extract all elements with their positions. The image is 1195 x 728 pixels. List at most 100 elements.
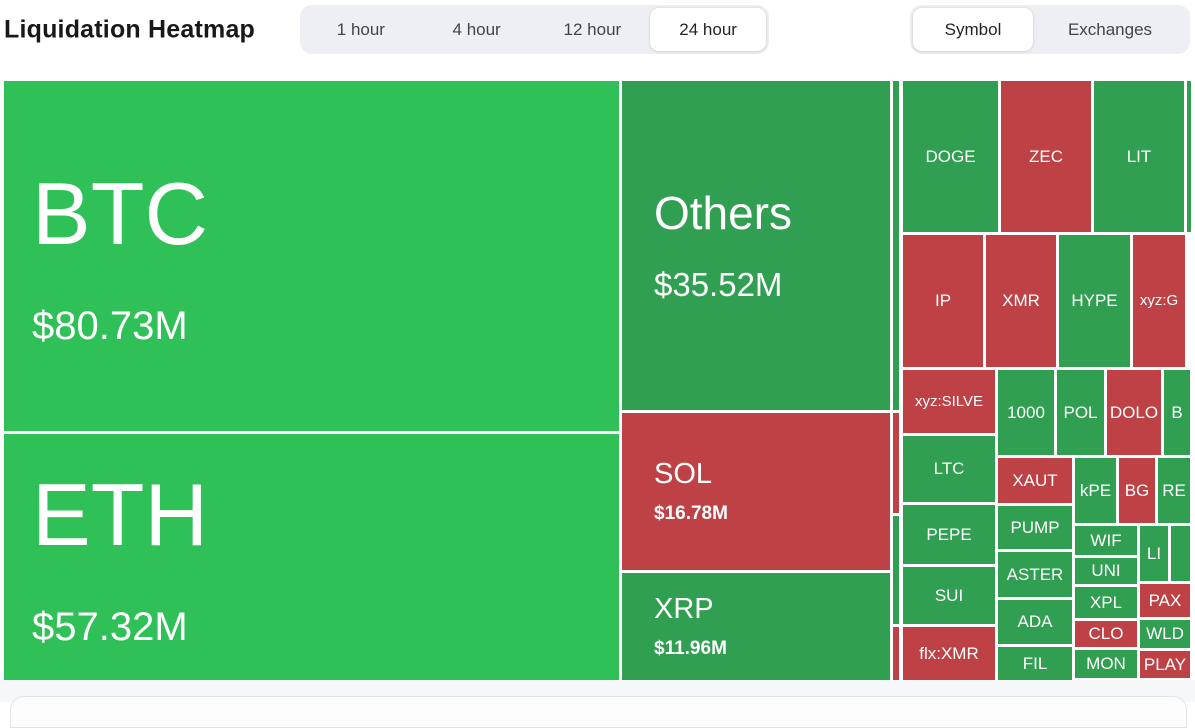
- liquidation-treemap: BTC $80.73M ETH $57.32M Others $35.52M SOL $16.…: [4, 81, 1191, 680]
- tab-24-hour[interactable]: 24 hour: [650, 8, 766, 51]
- treemap-tile-wld[interactable]: WLD: [1140, 620, 1190, 648]
- treemap-tile-fil[interactable]: FIL: [998, 647, 1072, 680]
- page-title: Liquidation Heatmap: [4, 15, 256, 44]
- treemap-tile-re[interactable]: RE: [1158, 458, 1190, 523]
- treemap-tile-play[interactable]: PLAY: [1140, 651, 1190, 678]
- tile-liquidation-value: $57.32M: [32, 604, 188, 649]
- tile-symbol-label: Others: [654, 187, 793, 240]
- tile-symbol-label: LI: [1146, 543, 1162, 563]
- treemap-tile-ltc[interactable]: LTC: [903, 436, 995, 502]
- tile-symbol-label: PEPE: [926, 524, 972, 544]
- tile-symbol-label: WIF: [1090, 530, 1122, 550]
- treemap-tile-unlabeled[interactable]: [1187, 81, 1191, 232]
- time-range-tab-group: 1 hour 4 hour 12 hour 24 hour: [300, 5, 769, 54]
- tile-symbol-label: ADA: [1017, 612, 1053, 632]
- tile-symbol-label: PLAY: [1143, 654, 1187, 674]
- treemap-tile-eth[interactable]: ETH $57.32M: [4, 434, 619, 680]
- tile-symbol-label: RE: [1162, 480, 1186, 500]
- treemap-tile-aster[interactable]: ASTER: [998, 552, 1072, 597]
- tile-symbol-label: PAX: [1148, 590, 1182, 610]
- treemap-tile-xpl[interactable]: XPL: [1075, 587, 1137, 618]
- top-bar: Liquidation Heatmap 1 hour 4 hour 12 hour 2…: [0, 0, 1195, 60]
- tile-symbol-label: ZEC: [1029, 146, 1063, 166]
- treemap-tile-pepe[interactable]: PEPE: [903, 505, 995, 564]
- tile-symbol-label: UNI: [1091, 561, 1121, 581]
- treemap-tile-uni[interactable]: UNI: [1075, 558, 1137, 584]
- treemap-tile-unlabeled[interactable]: [893, 516, 899, 624]
- treemap-tile-ip[interactable]: IP: [903, 235, 983, 367]
- treemap-tile-unlabeled[interactable]: [893, 81, 899, 410]
- treemap-tile-kpe[interactable]: kPE: [1075, 458, 1116, 523]
- treemap-tile-pol[interactable]: POL: [1057, 370, 1104, 455]
- treemap-tile-xyz-g[interactable]: xyz:G: [1133, 235, 1185, 367]
- treemap-tile-unlabeled[interactable]: [1171, 526, 1190, 581]
- tile-symbol-label: PUMP: [1010, 517, 1060, 537]
- treemap-tile-1000[interactable]: 1000: [998, 370, 1054, 455]
- tile-symbol-label: xyz:SILVE: [914, 392, 984, 410]
- treemap-tile-mon[interactable]: MON: [1075, 650, 1137, 678]
- tile-symbol-label: LIT: [1126, 146, 1152, 166]
- tile-symbol-label: ETH: [32, 465, 208, 565]
- tile-symbol-label: POL: [1063, 402, 1098, 422]
- tile-symbol-label: LTC: [933, 459, 965, 479]
- tile-symbol-label: DOLO: [1109, 402, 1159, 422]
- treemap-tile-b[interactable]: B: [1164, 370, 1190, 455]
- tile-symbol-label: WLD: [1146, 624, 1184, 644]
- tile-liquidation-value: $11.96M: [654, 638, 727, 660]
- tile-symbol-label: XMR: [1002, 291, 1040, 311]
- treemap-tile-flx-xmr[interactable]: flx:XMR: [903, 627, 995, 680]
- tab-12-hour[interactable]: 12 hour: [563, 19, 622, 39]
- tile-symbol-label: IP: [934, 291, 952, 311]
- treemap-tile-sui[interactable]: SUI: [903, 567, 995, 624]
- treemap-tile-wif[interactable]: WIF: [1075, 526, 1137, 555]
- tile-symbol-label: flx:XMR: [919, 643, 979, 663]
- tile-symbol-label: SOL: [654, 457, 713, 490]
- tile-symbol-label: MON: [1086, 654, 1126, 674]
- tile-symbol-label: XPL: [1089, 592, 1123, 612]
- tile-symbol-label: XRP: [654, 592, 714, 625]
- treemap-tile-hype[interactable]: HYPE: [1059, 235, 1130, 367]
- next-panel-edge: [10, 696, 1187, 728]
- treemap-tile-unlabeled[interactable]: [893, 627, 899, 680]
- treemap-tile-sol[interactable]: SOL $16.78M: [622, 413, 890, 570]
- tile-symbol-label: SUI: [934, 585, 964, 605]
- tile-symbol-label: ASTER: [1006, 564, 1064, 584]
- tile-symbol-label: xyz:G: [1139, 292, 1179, 310]
- tile-symbol-label: DOGE: [925, 146, 976, 166]
- treemap-tile-ada[interactable]: ADA: [998, 600, 1072, 644]
- treemap-tile-pump[interactable]: PUMP: [998, 506, 1072, 549]
- treemap-tile-dolo[interactable]: DOLO: [1107, 370, 1161, 455]
- tile-liquidation-value: $16.78M: [654, 503, 728, 525]
- treemap-tile-clo[interactable]: CLO: [1075, 621, 1137, 647]
- treemap-tile-bg[interactable]: BG: [1119, 458, 1155, 523]
- tile-symbol-label: CLO: [1088, 624, 1124, 644]
- tab-4-hour[interactable]: 4 hour: [452, 19, 501, 39]
- treemap-tile-xyz-silve[interactable]: xyz:SILVE: [903, 370, 995, 433]
- tile-symbol-label: B: [1171, 402, 1183, 422]
- treemap-tile-others[interactable]: Others $35.52M: [622, 81, 890, 410]
- treemap-tile-xaut[interactable]: XAUT: [998, 458, 1072, 503]
- tile-symbol-label: BG: [1124, 480, 1150, 500]
- treemap-tile-doge[interactable]: DOGE: [903, 81, 998, 232]
- view-mode-tab-group: Symbol Exchanges: [910, 5, 1190, 54]
- treemap-tile-lit[interactable]: LIT: [1094, 81, 1184, 232]
- tab-exchanges[interactable]: Exchanges: [1067, 19, 1153, 39]
- tile-symbol-label: XAUT: [1012, 470, 1058, 490]
- treemap-tile-pax[interactable]: PAX: [1140, 584, 1190, 617]
- treemap-tile-btc[interactable]: BTC $80.73M: [4, 81, 619, 431]
- treemap-tile-xrp[interactable]: XRP $11.96M: [622, 573, 890, 680]
- tile-liquidation-value: $80.73M: [32, 303, 188, 348]
- tile-symbol-label: 1000: [1007, 402, 1045, 422]
- treemap-tile-unlabeled[interactable]: [893, 413, 899, 513]
- tab-1-hour[interactable]: 1 hour: [336, 19, 385, 39]
- bottom-strip: [0, 680, 1195, 728]
- tile-symbol-label: BTC: [32, 164, 208, 264]
- treemap-tile-zec[interactable]: ZEC: [1001, 81, 1091, 232]
- tile-liquidation-value: $35.52M: [654, 265, 783, 303]
- tile-symbol-label: kPE: [1079, 480, 1112, 500]
- tile-symbol-label: FIL: [1022, 653, 1048, 673]
- tile-symbol-label: HYPE: [1071, 291, 1118, 311]
- treemap-tile-li[interactable]: LI: [1140, 526, 1168, 581]
- treemap-tile-xmr[interactable]: XMR: [986, 235, 1056, 367]
- tab-symbol[interactable]: Symbol: [913, 8, 1033, 51]
